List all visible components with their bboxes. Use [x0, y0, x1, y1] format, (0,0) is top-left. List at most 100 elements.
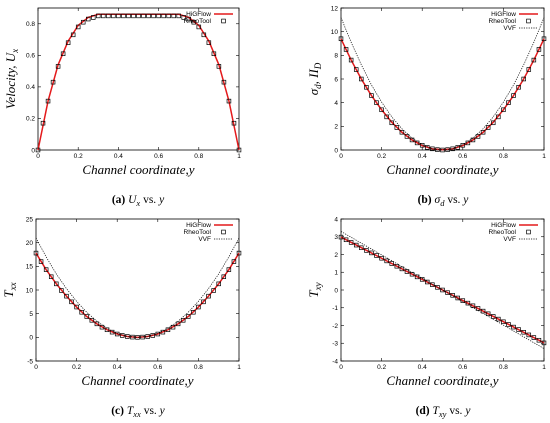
caption-c: (c) Txx vs. y — [111, 405, 165, 419]
captions: (a) Ux vs. y (b) σd vs. y(c) Txx vs. y (d)… — [111, 194, 471, 419]
data-point — [480, 308, 486, 314]
y-tick-label: 1 — [334, 270, 338, 277]
data-point — [84, 314, 89, 319]
data-point — [516, 327, 521, 332]
y-tick-label: 0.6 — [26, 53, 35, 60]
data-point — [111, 13, 116, 19]
y-tick-label: 5 — [29, 311, 33, 318]
data-point — [226, 98, 232, 104]
x-tick-label: 1 — [542, 364, 546, 371]
data-point — [404, 134, 410, 139]
data-point — [480, 130, 486, 135]
data-point — [50, 79, 56, 85]
data-point — [531, 57, 537, 63]
series-line — [340, 17, 545, 151]
data-point — [48, 274, 54, 279]
data-point — [475, 134, 481, 139]
data-point — [374, 253, 379, 258]
data-point — [236, 250, 242, 256]
data-point — [201, 32, 207, 38]
legend-label: RheoTool — [489, 18, 517, 25]
data-point — [106, 13, 111, 19]
legend-label: VVF — [198, 236, 211, 243]
data-point — [45, 98, 51, 104]
x-tick-label: 0.4 — [113, 364, 122, 371]
caption-letter: (c) — [111, 405, 127, 417]
data-point — [94, 321, 100, 327]
data-point — [126, 13, 131, 19]
data-point — [156, 13, 161, 19]
x-tick-label: 0.2 — [74, 153, 83, 160]
data-point — [160, 329, 166, 335]
caption-vs: vs. — [446, 405, 465, 417]
data-point — [43, 267, 49, 272]
data-point — [541, 36, 547, 42]
data-point — [404, 269, 410, 274]
x-tick-label: 0.6 — [153, 364, 162, 371]
data-point — [206, 40, 212, 45]
series-line — [340, 236, 545, 344]
legend-label: VVF — [503, 25, 516, 32]
data-point — [343, 47, 349, 52]
caption-var: σ — [435, 194, 442, 206]
data-point — [353, 67, 359, 72]
data-point — [359, 76, 364, 82]
data-point — [60, 51, 66, 57]
data-point — [369, 250, 374, 256]
data-point — [491, 314, 496, 319]
data-point — [541, 340, 547, 346]
data-point — [343, 237, 349, 243]
data-point — [191, 19, 197, 25]
data-point — [338, 234, 344, 240]
y-axis-title-extra-sub: D — [313, 62, 323, 70]
y-tick-label: 15 — [26, 264, 34, 271]
y-tick-label: 20 — [26, 240, 34, 247]
y-tick-label: 4 — [334, 100, 338, 107]
y-tick-label: 0.2 — [26, 116, 35, 123]
caption-sub: d — [440, 198, 445, 208]
series-higflow — [340, 38, 545, 151]
data-point — [186, 314, 191, 319]
x-axis-title: Channel coordinate,y — [386, 373, 498, 388]
series-line — [340, 231, 545, 349]
data-point — [399, 130, 405, 135]
x-axis-title: Channel coordinate,y — [82, 162, 194, 177]
y-tick-label: 12 — [331, 5, 339, 12]
data-point — [419, 277, 425, 282]
panel-d: 0 0.2 0.4 0.6 0.8 1 -4 -3 -2 -1 0 1 2 3 4 Channel coord… — [306, 216, 547, 388]
data-point — [85, 16, 91, 22]
data-point — [496, 114, 501, 120]
data-point — [96, 13, 101, 19]
data-point — [231, 120, 237, 126]
data-point — [369, 93, 374, 98]
data-point — [33, 250, 39, 256]
data-point — [338, 36, 344, 42]
data-point — [131, 13, 136, 19]
y-axis-title-main: T — [1, 290, 16, 298]
y-axis-title-main: Velocity, U — [3, 51, 18, 109]
legend-swatch — [526, 229, 531, 235]
data-point — [211, 288, 216, 293]
data-point — [59, 288, 64, 293]
data-point — [440, 147, 445, 153]
data-point — [414, 274, 420, 280]
legend-swatch — [221, 18, 226, 24]
x-tick-label: 0.8 — [499, 364, 508, 371]
data-point — [64, 293, 69, 299]
data-point — [221, 79, 227, 85]
caption-letter: (a) — [112, 194, 128, 206]
data-point — [389, 261, 395, 266]
data-point — [196, 24, 202, 30]
data-point — [516, 85, 521, 90]
data-point — [536, 47, 542, 52]
data-point — [91, 15, 96, 20]
x-tick-label: 0.2 — [72, 364, 81, 371]
data-point — [450, 293, 455, 298]
x-tick-label: 1 — [237, 153, 241, 160]
data-point — [389, 120, 395, 126]
data-point — [101, 13, 106, 19]
caption-var: T — [433, 405, 441, 417]
data-point — [221, 274, 227, 279]
legend-label: RheoTool — [489, 229, 517, 236]
series-line — [340, 38, 545, 151]
